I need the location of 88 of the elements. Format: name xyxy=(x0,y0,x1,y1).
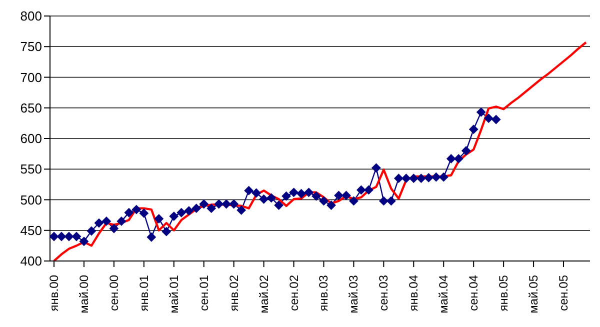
point xyxy=(282,192,291,201)
point xyxy=(109,224,118,234)
point xyxy=(252,188,261,198)
point xyxy=(169,212,178,221)
x-tick-label: сен.05 xyxy=(556,274,571,311)
x-tick-label: май.00 xyxy=(76,274,91,314)
y-tick-label: 800 xyxy=(20,8,42,24)
point xyxy=(379,196,388,206)
point xyxy=(244,186,254,196)
x-tick-label: янв.00 xyxy=(47,274,61,312)
point xyxy=(326,200,336,210)
point xyxy=(289,188,298,197)
point xyxy=(274,200,284,210)
point xyxy=(462,146,471,156)
y-tick-label: 600 xyxy=(20,131,42,146)
point xyxy=(342,190,351,200)
x-tick-label: сен.04 xyxy=(466,274,481,311)
line-series xyxy=(52,41,588,261)
x-tick-label: май.05 xyxy=(526,274,541,314)
x-tick-label: сен.02 xyxy=(286,274,301,311)
point xyxy=(184,206,194,216)
y-tick-label: 500 xyxy=(20,192,42,208)
point xyxy=(124,208,134,218)
point xyxy=(64,232,74,241)
y-tick-label: 650 xyxy=(20,100,42,116)
point xyxy=(56,232,66,241)
point xyxy=(469,124,478,134)
point xyxy=(259,194,268,204)
point xyxy=(116,216,126,226)
point xyxy=(176,208,186,218)
point xyxy=(192,204,201,213)
point xyxy=(476,108,486,117)
point xyxy=(319,196,328,206)
point xyxy=(139,208,148,218)
x-tick-label: сен.00 xyxy=(106,274,121,311)
point xyxy=(236,206,246,215)
point xyxy=(364,185,374,194)
y-tick-label: 550 xyxy=(20,162,42,177)
point xyxy=(154,214,164,224)
point xyxy=(394,174,404,183)
point xyxy=(386,196,396,206)
point xyxy=(424,173,434,182)
point xyxy=(312,192,321,201)
point xyxy=(79,236,88,246)
point xyxy=(72,232,81,241)
point xyxy=(94,218,104,228)
y-tick-label: 700 xyxy=(20,70,42,85)
point xyxy=(446,154,456,164)
point xyxy=(402,174,411,183)
x-tick-label: сен.01 xyxy=(196,274,211,311)
point xyxy=(492,115,501,124)
point xyxy=(146,232,156,242)
x-tick-label: янв.04 xyxy=(406,274,421,312)
x-tick-label: май.02 xyxy=(256,274,271,314)
x-tick-label: сен.03 xyxy=(376,274,391,311)
y-tick-label: 450 xyxy=(20,222,42,238)
point xyxy=(222,200,231,209)
point xyxy=(416,174,426,183)
point xyxy=(304,188,314,197)
point xyxy=(432,172,441,182)
point xyxy=(409,174,418,183)
x-tick-label: янв.03 xyxy=(316,274,331,312)
point xyxy=(229,200,238,209)
point xyxy=(296,189,306,198)
point xyxy=(439,172,448,182)
point xyxy=(102,216,111,226)
point xyxy=(50,232,58,241)
point xyxy=(484,114,494,123)
point xyxy=(86,226,96,236)
x-tick-label: май.03 xyxy=(346,274,361,314)
point xyxy=(206,204,216,213)
x-tick-label: янв.02 xyxy=(226,274,241,312)
y-tick-label: 750 xyxy=(20,39,42,54)
point xyxy=(356,185,366,194)
x-tick-label: янв.05 xyxy=(496,274,511,312)
point xyxy=(454,154,464,164)
point xyxy=(199,200,208,209)
point xyxy=(334,190,344,200)
point xyxy=(132,205,141,214)
x-tick-label: янв.01 xyxy=(136,274,151,312)
point xyxy=(162,227,171,236)
point xyxy=(372,163,381,172)
point xyxy=(349,196,358,206)
x-tick-label: май.01 xyxy=(166,274,181,314)
x-tick-label: май.04 xyxy=(436,274,451,314)
point xyxy=(214,200,224,209)
point xyxy=(266,193,276,202)
y-tick-label: 400 xyxy=(20,254,42,269)
